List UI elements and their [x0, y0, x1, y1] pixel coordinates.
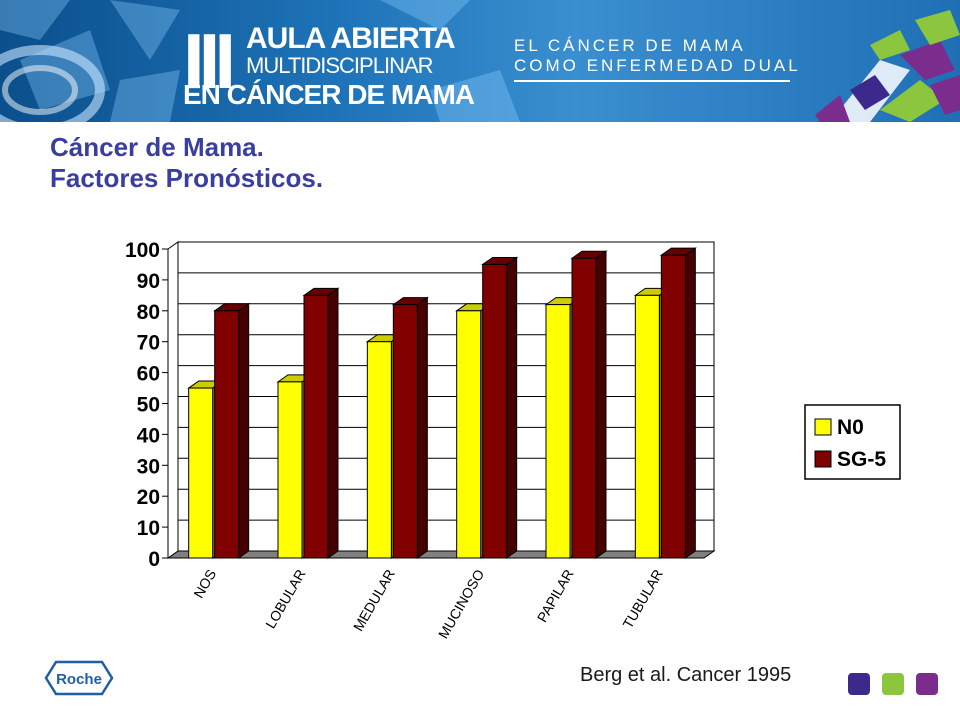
- bar-front: [660, 254, 686, 559]
- y-tick-label: 10: [137, 517, 160, 540]
- roche-logo-text: Roche: [56, 671, 102, 688]
- bar-sg-5-nos: [213, 302, 251, 559]
- y-tick-label: 60: [137, 363, 160, 386]
- roche-logo: Roche: [44, 660, 114, 696]
- event-title-line1: EL CÁNCER DE MAMA: [514, 36, 746, 55]
- y-tick-label: 70: [137, 332, 160, 355]
- bar-front: [571, 257, 597, 559]
- logo-title-line3: EN CÁNCER DE MAMA: [183, 79, 475, 110]
- slide-title-line2: Factores Pronósticos.: [50, 163, 324, 193]
- y-tick-label: 40: [137, 424, 160, 447]
- slide-title: Cáncer de Mama. Factores Pronósticos.: [50, 132, 323, 194]
- event-title-line2: COMO ENFERMEDAD DUAL: [514, 56, 801, 75]
- bar-front: [366, 341, 392, 559]
- y-tick-label: 90: [137, 270, 160, 293]
- header-banner: III AULA ABIERTA MULTIDISCIPLINAR EN CÁN…: [0, 0, 960, 122]
- x-tick-label-medular: MEDULAR: [350, 567, 398, 634]
- dot-3: [916, 673, 938, 695]
- bar-side: [327, 287, 339, 559]
- bar-side: [684, 247, 696, 559]
- y-tick-label: 0: [148, 548, 160, 571]
- bar-sg-5-tubular: [659, 247, 697, 559]
- x-tick-label-lobular: LOBULAR: [262, 567, 309, 632]
- logo-title-line2: MULTIDISCIPLINAR: [246, 53, 434, 78]
- dot-1: [848, 673, 870, 695]
- legend-label-n0: N0: [837, 416, 864, 439]
- x-tick-label-papilar: PAPILAR: [534, 567, 577, 625]
- x-tick-label-mucinoso: MUCINOSO: [435, 566, 487, 641]
- y-tick-label: 30: [137, 455, 160, 478]
- bar-sg-5-papilar: [570, 250, 608, 559]
- bar-front: [214, 310, 240, 559]
- citation: Berg et al. Cancer 1995: [580, 664, 792, 686]
- chart-side-wall: [167, 241, 179, 559]
- bar-chart: 0 10 20 30 40 50 60 70 80 90 100 NOS LOBULAR MEDULAR M…: [125, 239, 901, 641]
- bar-sg-5-lobular: [302, 287, 340, 559]
- dot-2: [882, 673, 904, 695]
- x-tick-label-tubular: TUBULAR: [619, 567, 666, 632]
- bar-front: [456, 310, 482, 559]
- bar-sg-5-mucinoso: [481, 256, 519, 559]
- legend-label-sg-5: SG-5: [837, 448, 886, 471]
- mosaic-decoration: [0, 0, 960, 122]
- bar-front: [392, 304, 418, 559]
- chart-floor: [166, 550, 716, 559]
- y-tick-label: 100: [125, 239, 160, 262]
- bar-front: [188, 387, 214, 559]
- logo-numeral: III: [183, 17, 236, 105]
- y-tick-label: 20: [137, 486, 160, 509]
- bar-side: [506, 256, 518, 559]
- bar-side: [416, 296, 428, 559]
- bar-front: [303, 294, 329, 559]
- y-tick-label: 80: [137, 301, 160, 324]
- bar-side: [238, 302, 250, 559]
- bar-side: [595, 250, 607, 559]
- bar-front: [545, 304, 571, 559]
- legend-swatch-n0: [814, 418, 832, 436]
- x-tick-label-nos: NOS: [190, 567, 219, 601]
- bar-front: [634, 294, 660, 559]
- logo-title-line1: AULA ABIERTA: [246, 22, 456, 55]
- y-tick-label: 50: [137, 394, 160, 417]
- bar-sg-5-medular: [391, 296, 429, 559]
- slide-title-line1: Cáncer de Mama.: [50, 132, 264, 162]
- legend-swatch-sg-5: [814, 450, 832, 468]
- bar-front: [482, 263, 508, 559]
- bar-front: [277, 381, 303, 559]
- event-title-rule: [514, 80, 790, 82]
